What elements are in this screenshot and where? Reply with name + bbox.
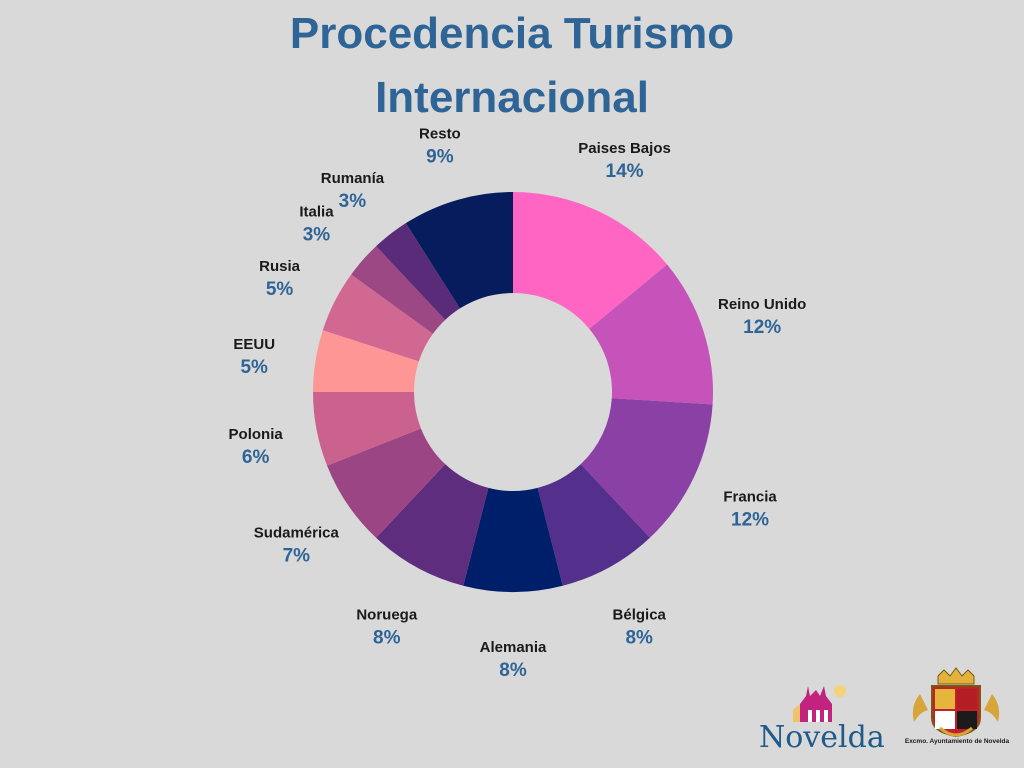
crest-caption: Excmo. Ayuntamiento de Novelda bbox=[904, 738, 1010, 745]
slice-percent-label: 5% bbox=[266, 279, 294, 300]
slice-percent-label: 8% bbox=[373, 628, 401, 649]
slice-category-label: Bélgica bbox=[613, 607, 667, 624]
slice-category-label: Rusia bbox=[259, 258, 301, 275]
slice-percent-label: 5% bbox=[240, 357, 268, 378]
donut-slice bbox=[376, 464, 489, 586]
title-line-1: Procedencia Turismo bbox=[289, 9, 735, 58]
donut-slice bbox=[537, 464, 650, 586]
donut-slice bbox=[405, 192, 513, 309]
slice-category-label: Noruega bbox=[356, 607, 418, 624]
chart-title: Procedencia Turismo Internacional bbox=[0, 2, 1024, 130]
slice-category-label: Reino Unido bbox=[718, 296, 806, 313]
slice-percent-label: 6% bbox=[242, 447, 270, 468]
slice-percent-label: 8% bbox=[499, 660, 527, 681]
novelda-logo-text: Novelda bbox=[759, 720, 885, 752]
title-line-2: Internacional bbox=[375, 73, 649, 122]
slice-category-label: Sudamérica bbox=[254, 524, 340, 541]
slice-percent-label: 3% bbox=[339, 191, 367, 212]
slice-category-label: Francia bbox=[723, 489, 777, 506]
donut-slice bbox=[589, 264, 713, 405]
novelda-logo: Novelda bbox=[759, 685, 885, 752]
donut-slice bbox=[580, 398, 713, 538]
slice-percent-label: 12% bbox=[731, 510, 769, 531]
donut-slice bbox=[463, 487, 563, 592]
slice-category-label: Italia bbox=[299, 204, 334, 221]
slice-category-label: Rumanía bbox=[321, 170, 385, 187]
donut-slice bbox=[351, 246, 446, 334]
slice-percent-label: 8% bbox=[625, 628, 653, 649]
town-crest-logo bbox=[912, 667, 1000, 738]
donut-slice bbox=[313, 392, 421, 466]
slice-category-label: Alemania bbox=[480, 639, 547, 656]
slice-percent-label: 7% bbox=[283, 545, 311, 566]
donut-slice bbox=[327, 428, 446, 538]
slice-percent-label: 14% bbox=[606, 161, 644, 182]
slice-category-label: EEUU bbox=[233, 336, 275, 353]
slice-percent-label: 3% bbox=[303, 225, 331, 246]
slice-category-label: Polonia bbox=[229, 426, 284, 443]
donut-slice bbox=[376, 223, 460, 320]
slice-percent-label: 9% bbox=[426, 146, 454, 167]
donut-slice bbox=[313, 330, 419, 392]
slice-percent-label: 12% bbox=[743, 317, 781, 338]
slice-category-label: Paises Bajos bbox=[578, 140, 671, 157]
slice-category-label: Resto bbox=[419, 125, 461, 142]
donut-slice bbox=[322, 274, 433, 362]
donut-slice bbox=[513, 192, 668, 329]
